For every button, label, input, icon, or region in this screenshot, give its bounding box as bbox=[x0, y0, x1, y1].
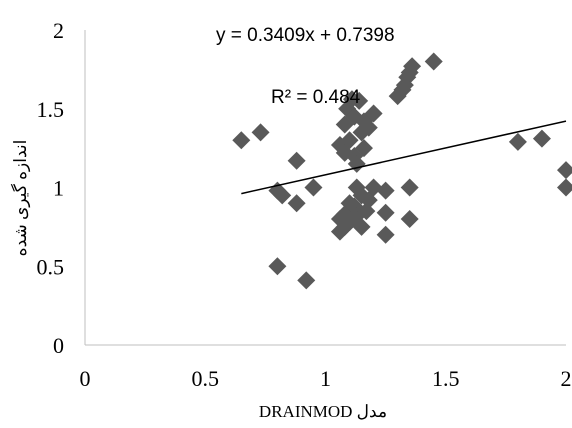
y-axis-title: اندازه گیری شده bbox=[10, 140, 31, 257]
data-point bbox=[297, 271, 316, 290]
data-point bbox=[354, 139, 373, 158]
x-tick-label: 0.5 bbox=[192, 366, 220, 391]
data-point bbox=[557, 161, 572, 180]
data-point bbox=[532, 129, 551, 148]
data-point bbox=[400, 178, 419, 197]
data-point bbox=[557, 178, 572, 197]
data-points bbox=[232, 52, 572, 290]
data-point bbox=[403, 57, 422, 76]
x-tick-labels: 0 0.5 1 1.5 2 bbox=[80, 366, 572, 391]
r-squared-label: R² = 0.484 bbox=[271, 87, 361, 108]
data-point bbox=[273, 186, 292, 205]
data-point bbox=[232, 131, 251, 150]
data-point bbox=[376, 203, 395, 222]
data-point bbox=[424, 52, 443, 71]
trendline bbox=[241, 120, 567, 195]
y-tick-label: 0 bbox=[53, 333, 64, 358]
data-point bbox=[376, 225, 395, 244]
trendline-equation: y = 0.3409x + 0.7398 bbox=[216, 25, 395, 46]
data-point bbox=[376, 181, 395, 200]
data-point bbox=[359, 118, 378, 137]
data-point bbox=[340, 131, 359, 150]
x-tick-label: 1.5 bbox=[432, 366, 460, 391]
data-point bbox=[287, 151, 306, 170]
y-tick-labels: 0 0.5 1 1.5 2 bbox=[37, 18, 65, 358]
axes bbox=[84, 30, 566, 346]
y-tick-label: 0.5 bbox=[37, 254, 65, 279]
y-tick-label: 2 bbox=[53, 18, 64, 43]
x-axis-title: مدل DRAINMOD bbox=[259, 402, 387, 421]
data-point bbox=[508, 132, 527, 151]
data-point bbox=[287, 194, 306, 213]
x-tick-label: 0 bbox=[80, 366, 91, 391]
data-point bbox=[304, 178, 323, 197]
y-tick-label: 1.5 bbox=[37, 97, 65, 122]
data-point bbox=[364, 104, 383, 123]
data-point bbox=[268, 257, 287, 276]
data-point bbox=[251, 123, 270, 142]
y-tick-label: 1 bbox=[53, 176, 64, 201]
x-tick-label: 1 bbox=[320, 366, 331, 391]
data-point bbox=[352, 217, 371, 236]
x-tick-label: 2 bbox=[561, 366, 572, 391]
data-point bbox=[350, 91, 369, 110]
data-point bbox=[400, 210, 419, 228]
